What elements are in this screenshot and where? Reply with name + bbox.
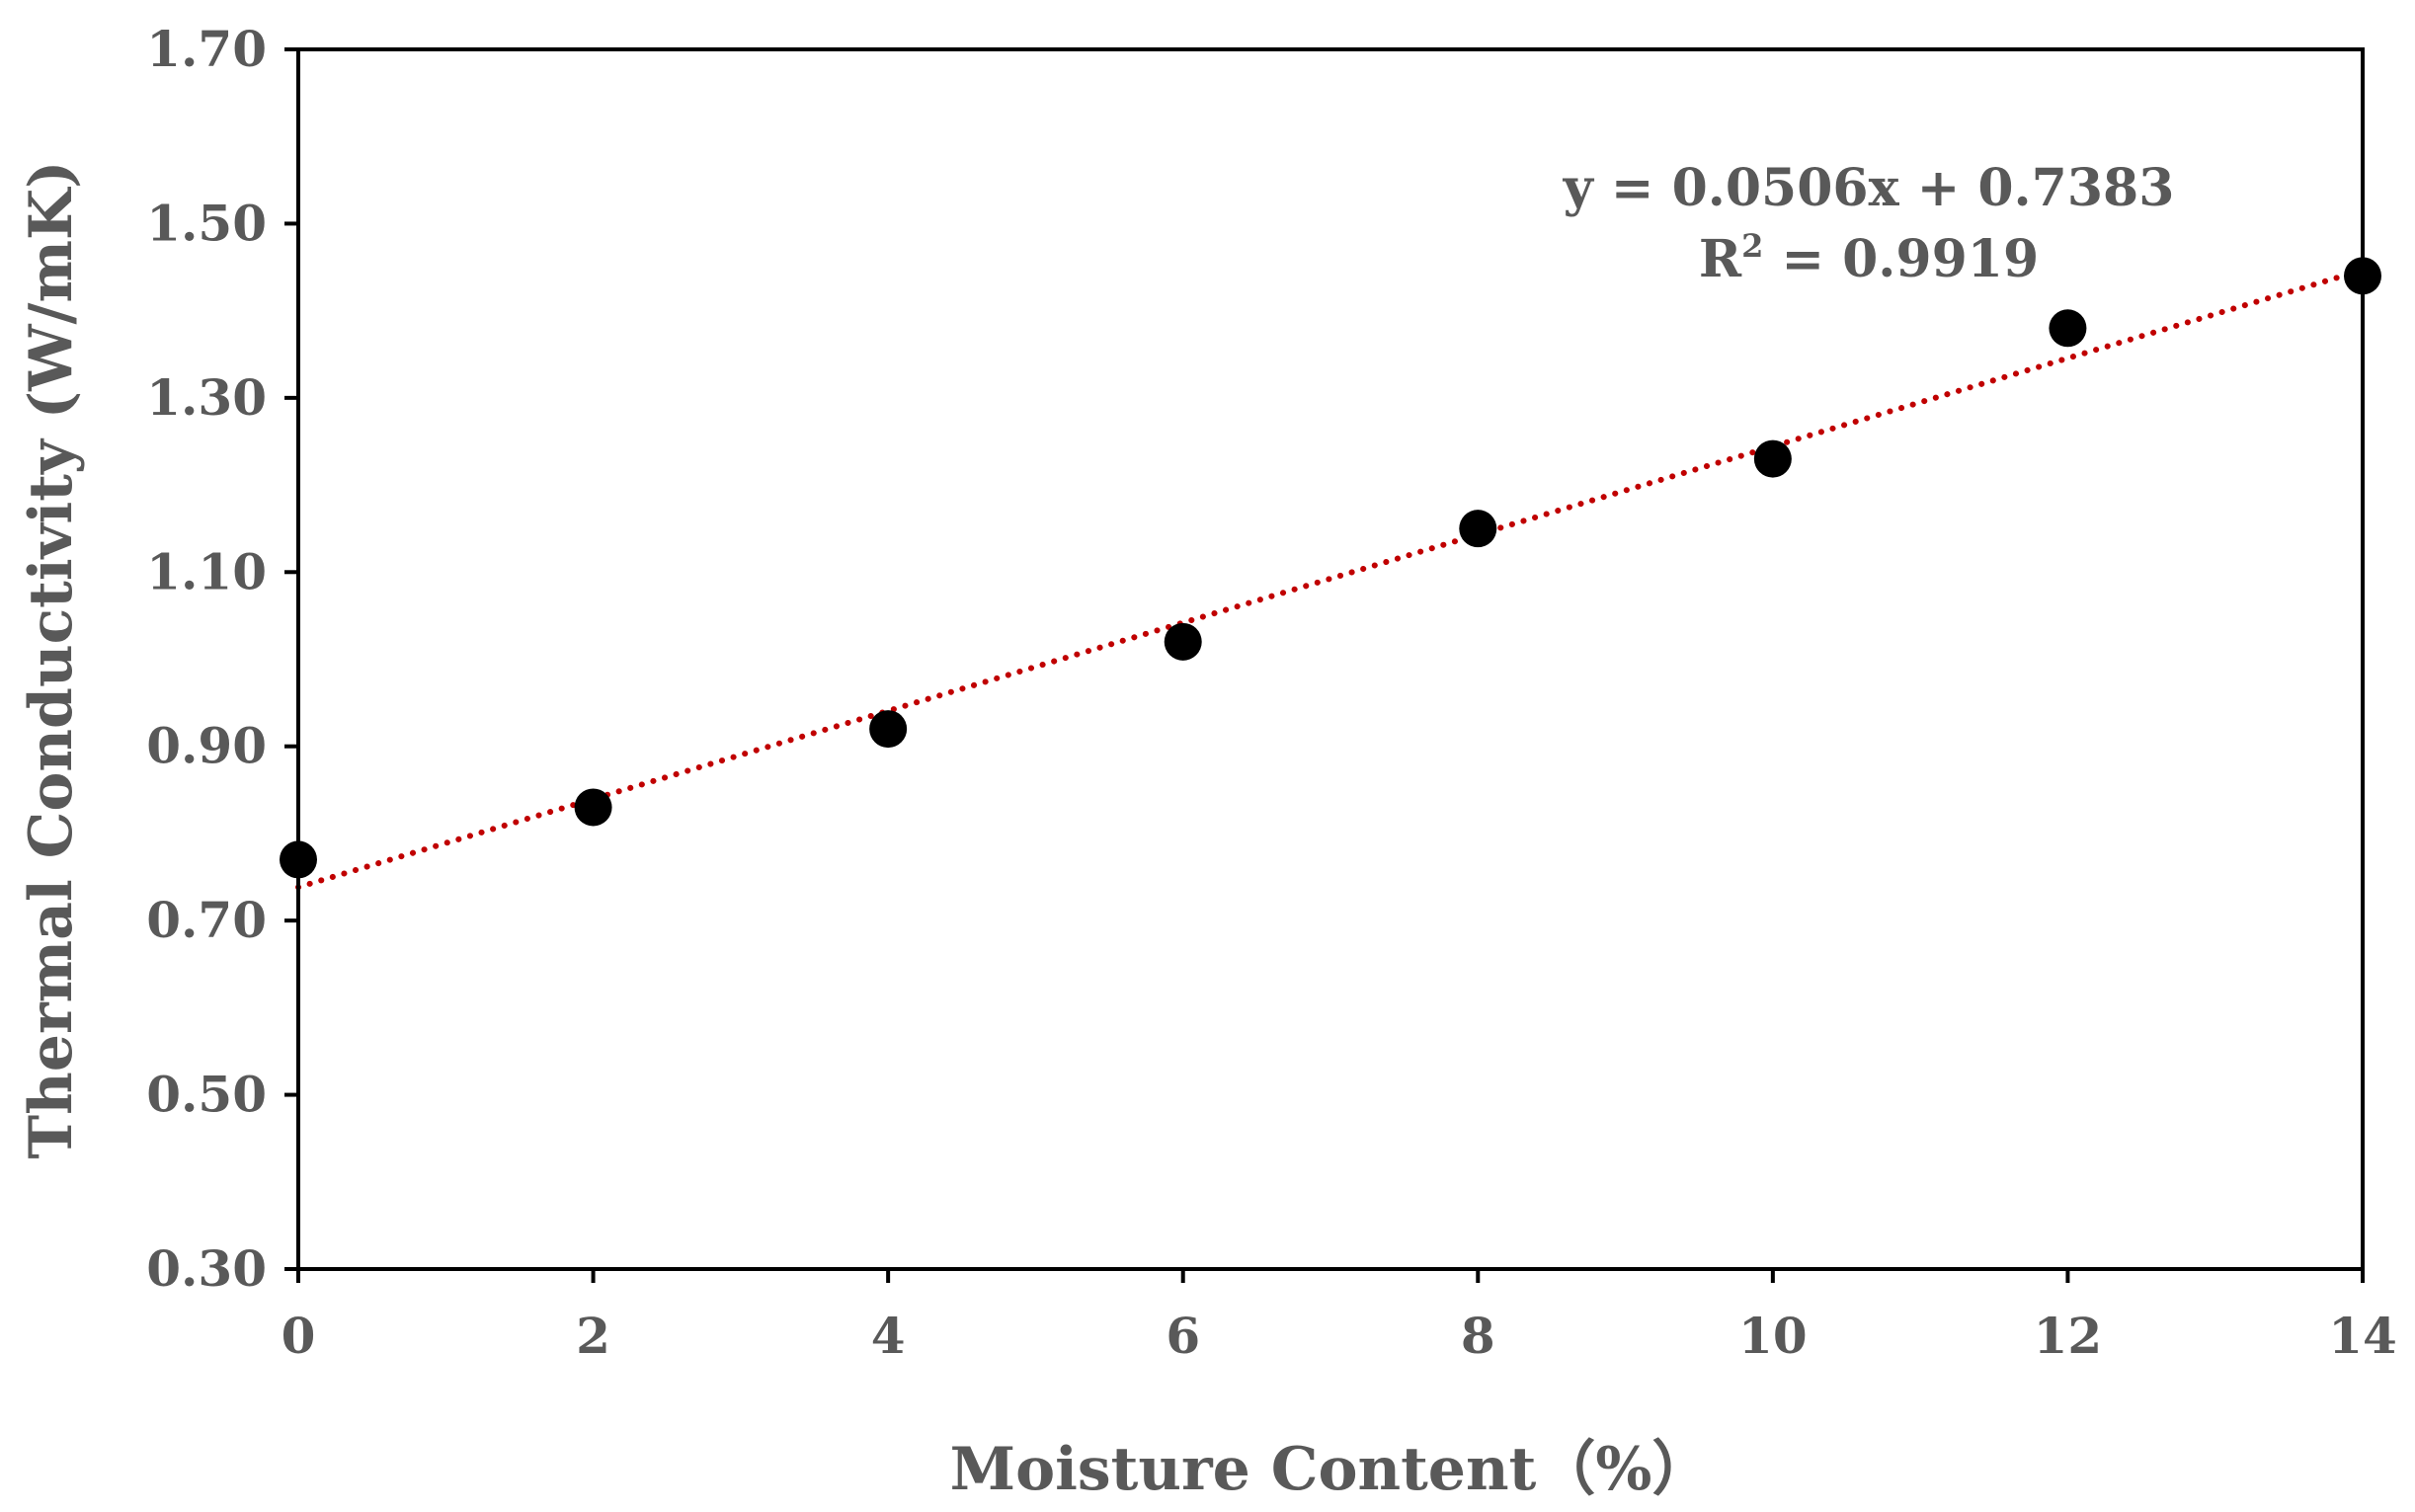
x-tick-label: 14 bbox=[2328, 1307, 2397, 1365]
y-tick-label: 0.50 bbox=[146, 1066, 267, 1124]
data-point bbox=[1164, 622, 1202, 661]
r2-prefix: R bbox=[1699, 229, 1742, 289]
x-tick-label: 4 bbox=[871, 1307, 906, 1365]
x-tick-label: 12 bbox=[2034, 1307, 2103, 1365]
data-point bbox=[869, 710, 908, 749]
y-tick-label: 0.90 bbox=[146, 717, 267, 775]
y-tick-label: 1.70 bbox=[146, 20, 267, 78]
trendline-equation: y = 0.0506x + 0.7383 bbox=[1563, 158, 2175, 218]
y-tick-label: 1.10 bbox=[146, 542, 267, 600]
trendline-layer bbox=[295, 267, 2366, 891]
x-tick-label: 0 bbox=[282, 1307, 316, 1365]
x-axis-ticks: 0 2 4 6 8 10 12 14 bbox=[282, 1269, 2397, 1365]
y-tick-label: 1.50 bbox=[146, 194, 267, 252]
x-tick-label: 2 bbox=[576, 1307, 610, 1365]
data-point bbox=[2049, 309, 2087, 348]
r2-exponent: 2 bbox=[1741, 227, 1763, 265]
x-tick-label: 6 bbox=[1166, 1307, 1200, 1365]
y-tick-label: 0.70 bbox=[146, 891, 267, 949]
y-tick-label: 0.30 bbox=[146, 1239, 267, 1298]
trendline bbox=[295, 267, 2366, 891]
data-point bbox=[1459, 510, 1497, 548]
data-point bbox=[1753, 439, 1792, 478]
x-tick-label: 8 bbox=[1461, 1307, 1495, 1365]
r2-value: = 0.9919 bbox=[1763, 229, 2039, 289]
x-axis-title: Moisture Content（%） bbox=[950, 1435, 1712, 1504]
plot-area-frame bbox=[296, 47, 2365, 1271]
x-tick-label: 10 bbox=[1738, 1307, 1808, 1365]
y-tick-label: 1.30 bbox=[146, 368, 267, 427]
y-axis-title: Thermal Conductivity (W/mK) bbox=[17, 161, 86, 1159]
data-point bbox=[574, 788, 612, 827]
trendline-r-squared: R2 = 0.9919 bbox=[1699, 227, 2039, 289]
y-axis-ticks: 0.30 0.50 0.70 0.90 1.10 1.30 1.50 1.70 bbox=[146, 20, 298, 1298]
